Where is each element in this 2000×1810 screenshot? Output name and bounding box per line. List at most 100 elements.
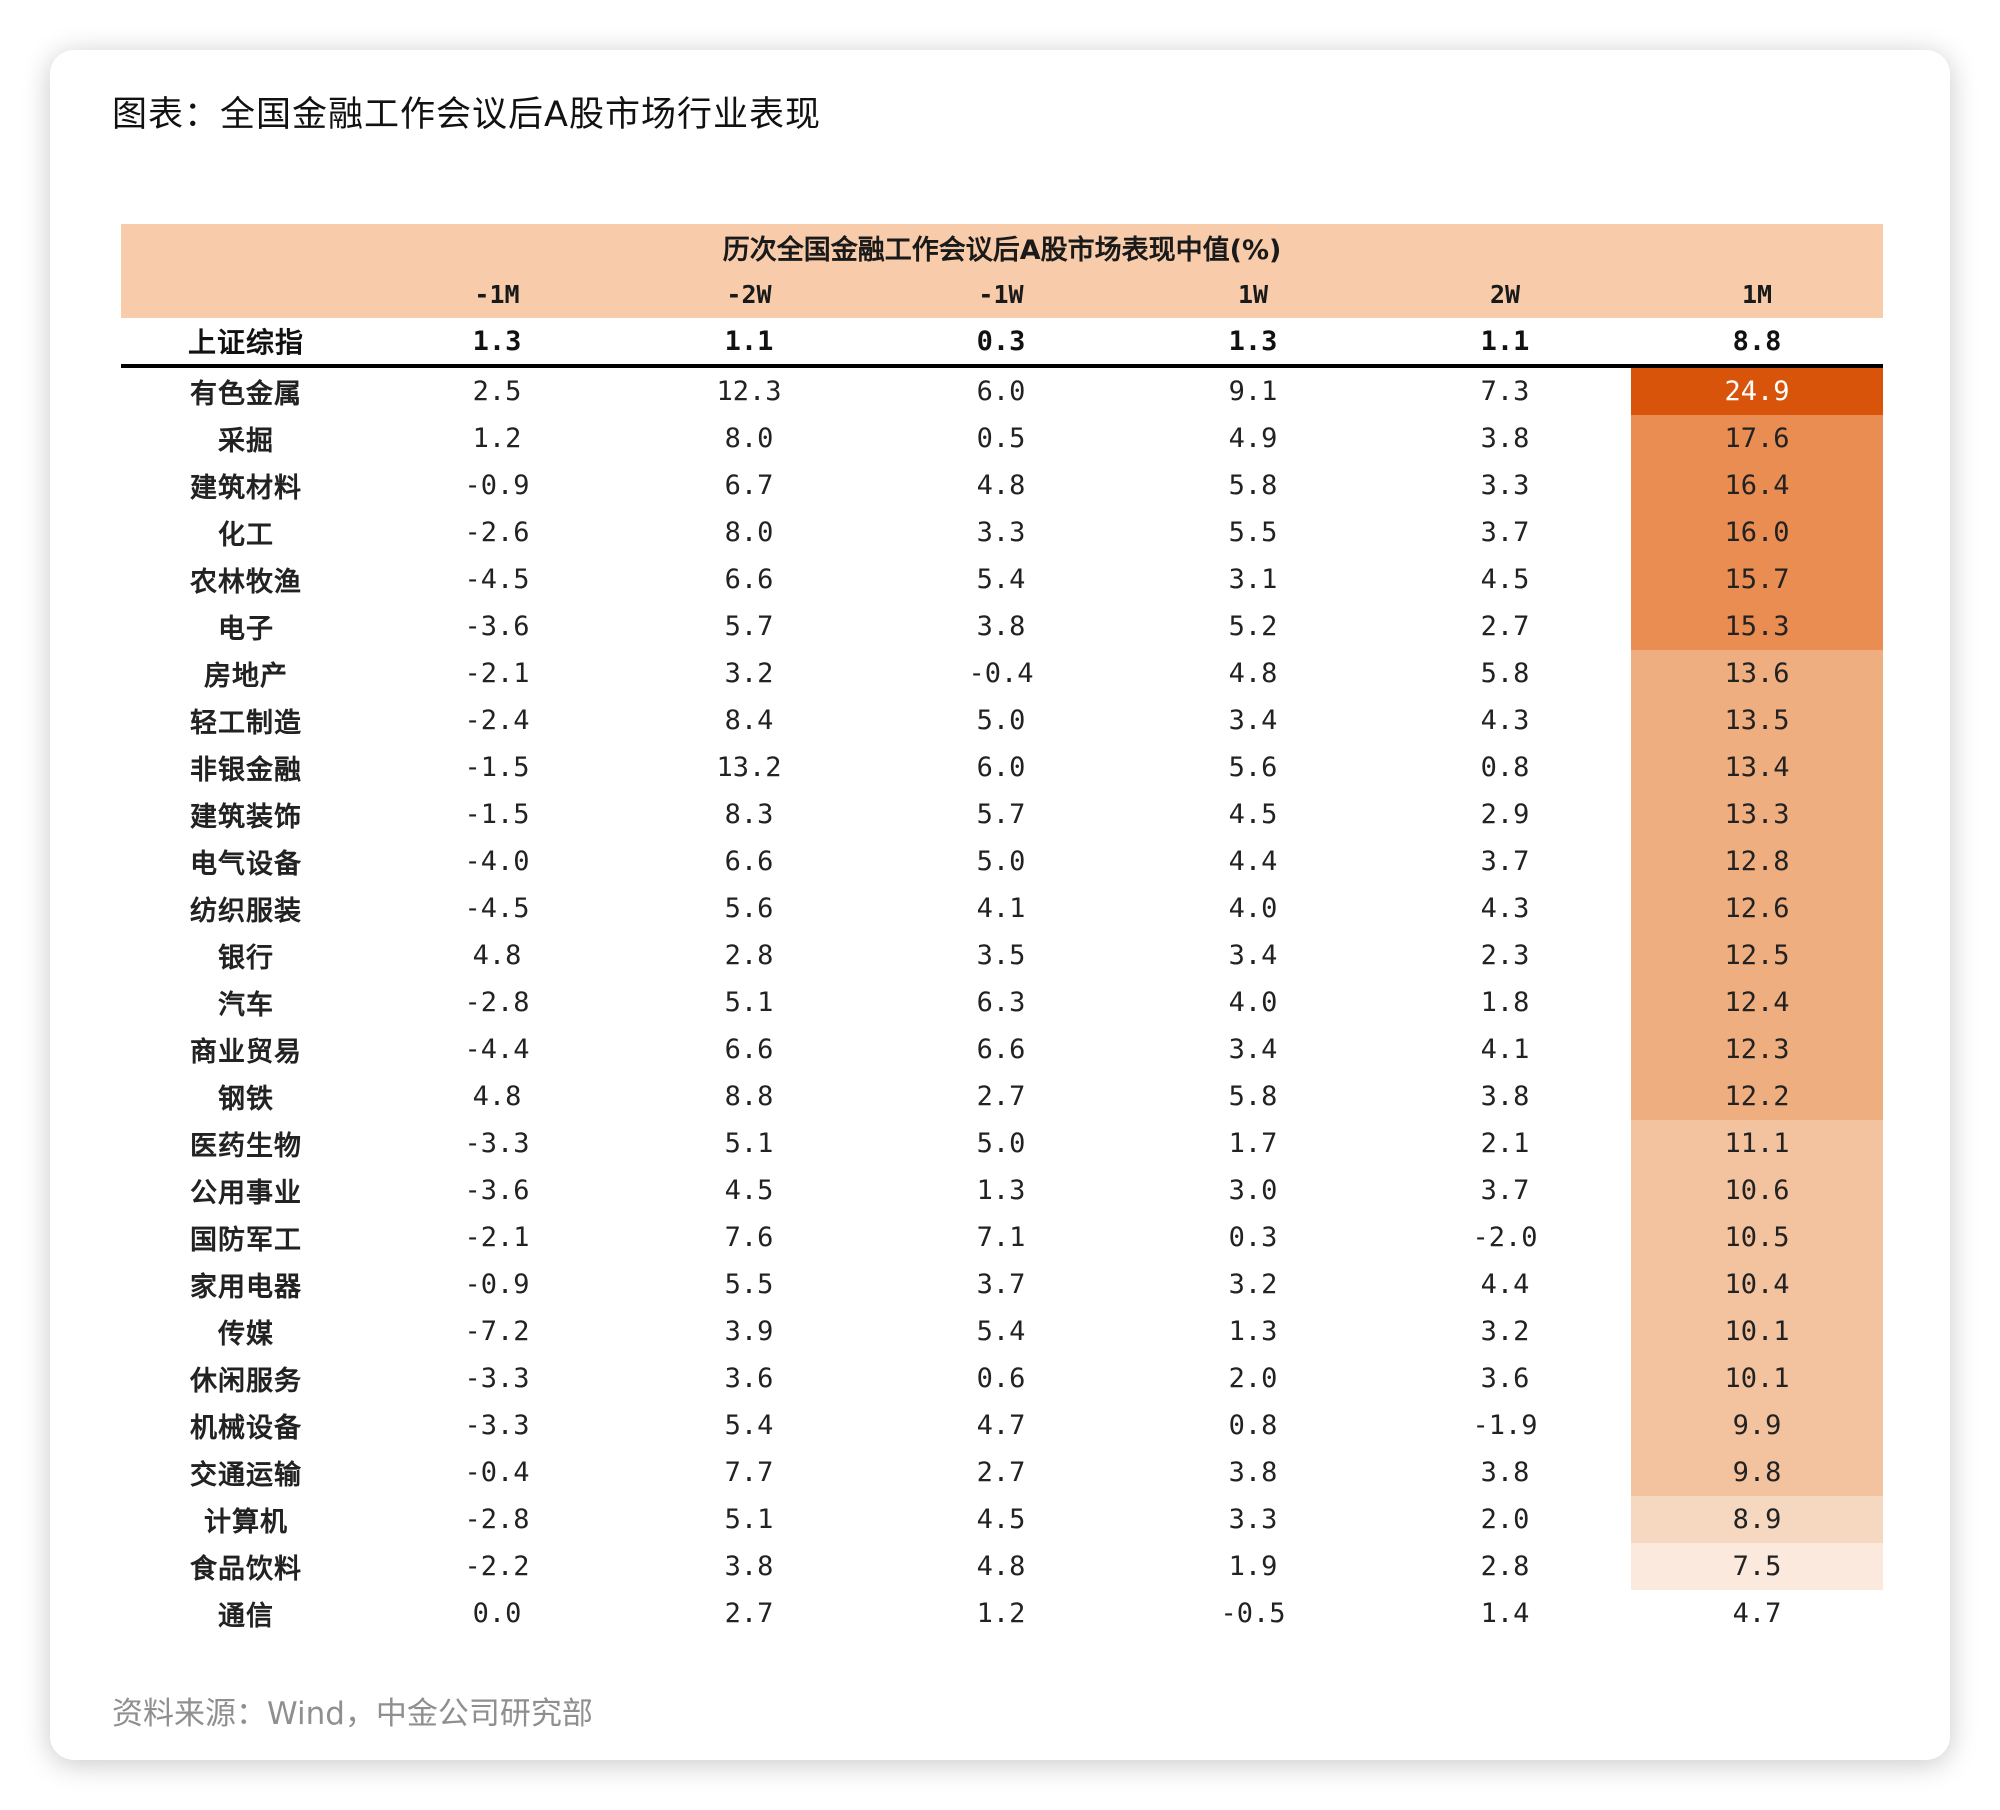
value-cell: 2.1 <box>1480 1128 1530 1159</box>
heat-cell-1m: 7.5 <box>1631 1543 1884 1590</box>
value-cell: 5.4 <box>724 1410 774 1441</box>
value-cell: 4.5 <box>724 1175 774 1206</box>
value-cell: 5.4 <box>976 1316 1026 1347</box>
table-row: 轻工制造 -2.4 8.4 5.0 3.4 4.3 13.5 <box>121 697 1884 744</box>
table-row: 传媒 -7.2 3.9 5.4 1.3 3.2 10.1 <box>121 1308 1884 1355</box>
heat-cell-1m: 10.6 <box>1631 1167 1884 1214</box>
value-cell: 12.3 <box>716 376 782 407</box>
index-value: 8.8 <box>1631 318 1884 368</box>
heat-cell-1m: 9.8 <box>1631 1449 1884 1496</box>
value-cell: 2.5 <box>472 376 522 407</box>
table-row: 商业贸易 -4.4 6.6 6.6 3.4 4.1 12.3 <box>121 1026 1884 1073</box>
table-row: 建筑装饰 -1.5 8.3 5.7 4.5 2.9 13.3 <box>121 791 1884 838</box>
table-title-row: 历次全国金融工作会议后A股市场表现中值(%) <box>121 224 1884 271</box>
value-cell: -3.3 <box>464 1363 530 1394</box>
value-cell: 6.0 <box>976 752 1026 783</box>
industry-name: 电子 <box>218 614 274 645</box>
value-cell: 8.4 <box>724 705 774 736</box>
value-cell: 3.8 <box>1480 1457 1530 1488</box>
heat-cell-1m: 12.5 <box>1631 932 1884 979</box>
heat-cell-1m: 12.3 <box>1631 1026 1884 1073</box>
value-cell: 5.1 <box>724 1128 774 1159</box>
table-row: 农林牧渔 -4.5 6.6 5.4 3.1 4.5 15.7 <box>121 556 1884 603</box>
value-cell: 4.8 <box>1228 658 1278 689</box>
value-cell: 2.9 <box>1480 799 1530 830</box>
value-cell: 1.3 <box>1228 1316 1278 1347</box>
value-cell: 3.3 <box>976 517 1026 548</box>
value-cell: 4.7 <box>976 1410 1026 1441</box>
column-header: 1W <box>1127 271 1379 318</box>
value-cell: 3.7 <box>1480 846 1530 877</box>
industry-name: 交通运输 <box>190 1460 302 1491</box>
value-cell: 2.3 <box>1480 940 1530 971</box>
value-cell: -0.9 <box>464 1269 530 1300</box>
value-cell: 2.0 <box>1228 1363 1278 1394</box>
industry-name: 通信 <box>218 1601 274 1632</box>
industry-name: 农林牧渔 <box>190 567 302 598</box>
value-cell: 3.7 <box>1480 1175 1530 1206</box>
heat-cell-1m: 15.7 <box>1631 556 1884 603</box>
column-header: -2W <box>623 271 875 318</box>
value-cell: 4.9 <box>1228 423 1278 454</box>
value-cell: 1.2 <box>472 423 522 454</box>
table-row: 纺织服装 -4.5 5.6 4.1 4.0 4.3 12.6 <box>121 885 1884 932</box>
table-row: 建筑材料 -0.9 6.7 4.8 5.8 3.3 16.4 <box>121 462 1884 509</box>
value-cell: 4.5 <box>1480 564 1530 595</box>
industry-name: 房地产 <box>204 661 288 692</box>
heat-cell-1m: 9.9 <box>1631 1402 1884 1449</box>
value-cell: -3.3 <box>464 1410 530 1441</box>
value-cell: -4.4 <box>464 1034 530 1065</box>
value-cell: 4.1 <box>1480 1034 1530 1065</box>
heat-cell-1m: 11.1 <box>1631 1120 1884 1167</box>
table-row: 交通运输 -0.4 7.7 2.7 3.8 3.8 9.8 <box>121 1449 1884 1496</box>
value-cell: -0.5 <box>1220 1598 1286 1629</box>
value-cell: 2.7 <box>724 1598 774 1629</box>
industry-name: 采掘 <box>218 426 274 457</box>
industry-name: 银行 <box>218 943 274 974</box>
value-cell: 3.8 <box>1480 1081 1530 1112</box>
industry-name: 建筑材料 <box>190 473 302 504</box>
heat-cell-1m: 13.3 <box>1631 791 1884 838</box>
table-row: 通信 0.0 2.7 1.2 -0.5 1.4 4.7 <box>121 1590 1883 1637</box>
column-header: 1M <box>1631 271 1884 318</box>
heat-cell-1m: 24.9 <box>1631 366 1884 415</box>
value-cell: 4.5 <box>976 1504 1026 1535</box>
table-row: 电气设备 -4.0 6.6 5.0 4.4 3.7 12.8 <box>121 838 1884 885</box>
value-cell: 6.6 <box>724 846 774 877</box>
value-cell: 5.0 <box>976 705 1026 736</box>
industry-name: 计算机 <box>204 1507 288 1538</box>
industry-name: 食品饮料 <box>190 1554 302 1585</box>
industry-name: 公用事业 <box>190 1178 302 1209</box>
value-cell: 8.0 <box>724 423 774 454</box>
value-cell: -2.1 <box>464 1222 530 1253</box>
value-cell: 5.4 <box>976 564 1026 595</box>
value-cell: -1.9 <box>1472 1410 1538 1441</box>
value-cell: 2.7 <box>1480 611 1530 642</box>
index-row: 上证综指 1.3 1.1 0.3 1.3 1.1 8.8 <box>121 318 1884 368</box>
value-cell: 3.8 <box>976 611 1026 642</box>
heat-cell-1m: 13.5 <box>1631 697 1884 744</box>
heat-cell-1m: 12.2 <box>1631 1073 1884 1120</box>
value-cell: 5.1 <box>724 1504 774 1535</box>
index-value: 1.1 <box>623 318 875 368</box>
value-cell: 5.1 <box>724 987 774 1018</box>
table-row: 银行 4.8 2.8 3.5 3.4 2.3 12.5 <box>121 932 1884 979</box>
value-cell: 8.0 <box>724 517 774 548</box>
table-row: 机械设备 -3.3 5.4 4.7 0.8 -1.9 9.9 <box>121 1402 1884 1449</box>
value-cell: -3.6 <box>464 1175 530 1206</box>
value-cell: 3.2 <box>724 658 774 689</box>
heat-cell-1m: 10.1 <box>1631 1308 1884 1355</box>
value-cell: 0.6 <box>976 1363 1026 1394</box>
value-cell: -1.5 <box>464 752 530 783</box>
value-cell: 2.8 <box>1480 1551 1530 1582</box>
heat-cell-1m: 10.5 <box>1631 1214 1884 1261</box>
value-cell: -7.2 <box>464 1316 530 1347</box>
column-header-row: -1M -2W -1W 1W 2W 1M <box>121 271 1884 318</box>
value-cell: -1.5 <box>464 799 530 830</box>
value-cell: 8.8 <box>724 1081 774 1112</box>
value-cell: 6.7 <box>724 470 774 501</box>
value-cell: -4.5 <box>464 893 530 924</box>
table-row: 家用电器 -0.9 5.5 3.7 3.2 4.4 10.4 <box>121 1261 1884 1308</box>
value-cell: -2.8 <box>464 987 530 1018</box>
value-cell: 4.0 <box>1228 893 1278 924</box>
